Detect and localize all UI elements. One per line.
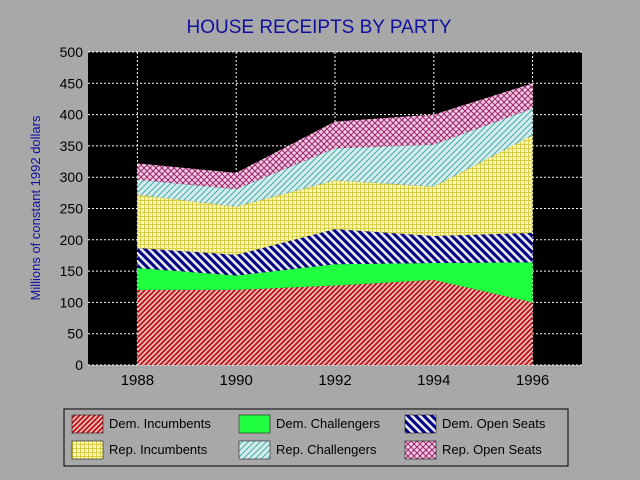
y-tick-label: 100 [60,294,84,310]
area-rep-open-seats [137,83,533,190]
x-tick-label: 1992 [318,372,351,389]
y-tick-label: 250 [60,201,84,217]
x-tick-label: 1996 [516,372,549,389]
legend-swatch [71,414,104,434]
legend-swatch [238,440,271,460]
y-tick-label: 0 [75,357,83,373]
area-dem-challengers [137,262,533,303]
y-tick-label: 350 [60,138,84,154]
y-tick-label: 200 [60,232,84,248]
x-tick-label: 1988 [121,372,154,389]
x-tick-label: 1990 [220,372,253,389]
legend-swatch [238,414,271,434]
legend-swatch [71,440,104,460]
y-tick-label: 450 [60,75,84,91]
area-dem-open-seats [137,229,533,276]
legend-swatch [404,414,437,434]
area-rep-challengers [137,108,533,207]
legend-label: Dem. Incumbents [109,416,211,431]
legend-label: Dem. Challengers [276,416,381,431]
y-tick-label: 50 [67,326,83,342]
legend-label: Rep. Challengers [276,442,377,457]
area-series [137,83,533,365]
legend-label: Rep. Incumbents [109,442,208,457]
legend-swatch [404,440,437,460]
x-tick-labels: 1988 1990 1992 1994 1996 [121,372,550,389]
y-tick-label: 150 [60,263,84,279]
legend-label: Rep. Open Seats [442,442,542,457]
area-dem-incumbents [137,279,533,365]
x-tick-label: 1994 [417,372,450,389]
y-axis-label: Millions of constant 1992 dollars [28,115,43,300]
y-tick-label: 400 [60,107,84,123]
area-rep-incumbents [137,135,533,255]
chart-title: HOUSE RECEIPTS BY PARTY [186,17,451,38]
legend: Dem. Incumbents Dem. Challengers Dem. Open… [71,414,546,460]
y-tick-label: 300 [60,169,84,185]
legend-label: Dem. Open Seats [442,416,546,431]
legend-box [63,408,569,467]
y-tick-labels: 0 50 100 150 200 250 300 350 400 450 500 [60,44,84,373]
y-tick-label: 500 [60,44,84,60]
